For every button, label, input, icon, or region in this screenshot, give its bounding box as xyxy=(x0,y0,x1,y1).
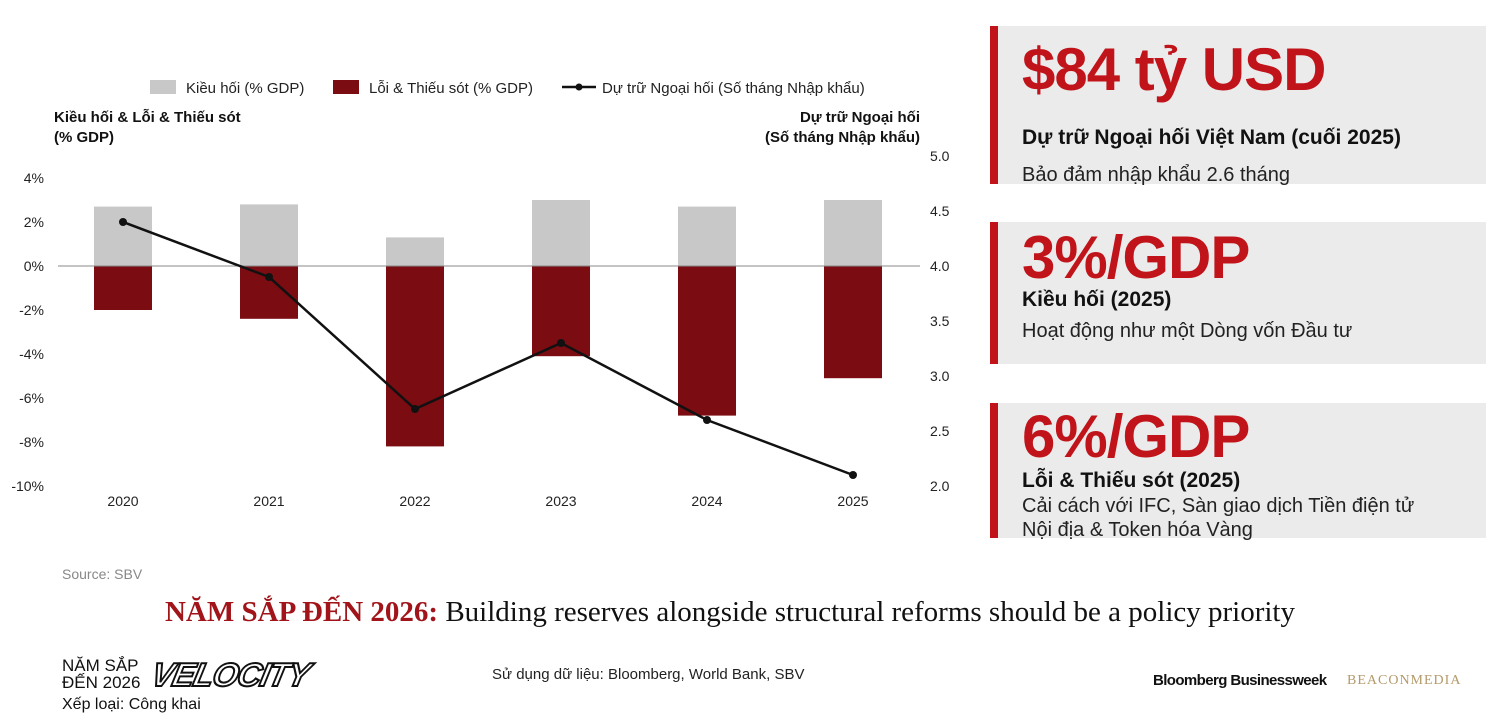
legend-swatch-remittance xyxy=(150,80,176,94)
left-axis-title-line2: (% GDP) xyxy=(54,129,114,146)
beaconmedia-logo: BEACONMEDIA xyxy=(1347,673,1462,688)
stat-desc-remittance: Hoạt động như một Dòng vốn Đầu tư xyxy=(1022,320,1353,342)
brand-line2: ĐẾN 2026 xyxy=(62,673,141,692)
data-credit: Sử dụng dữ liệu: Bloomberg, World Bank, … xyxy=(492,666,805,683)
plot-area: 4% 2% 0% -2% -4% -6% -8% -10% 5.0 4.5 4.0 3.5 3.0 2.5… xyxy=(11,148,949,509)
bar-remittance xyxy=(824,200,882,266)
bar-errors xyxy=(824,266,882,379)
bar-remittance xyxy=(678,206,736,266)
reserves-line xyxy=(122,220,854,477)
left-tick-label: -2% xyxy=(19,302,44,318)
headline: NĂM SẮP ĐẾN 2026: Building reserves alon… xyxy=(0,596,1460,629)
left-tick-label: -8% xyxy=(19,434,44,450)
bar-errors xyxy=(386,266,444,447)
legend-swatch-errors xyxy=(333,80,359,94)
stat-big-remittance: 3%/GDP xyxy=(1022,224,1250,291)
bloomberg-logo: Bloomberg Businessweek xyxy=(1153,672,1327,689)
velocity-logo: VELOCITY xyxy=(147,655,314,694)
stat-card-remittance: 3%/GDP Kiều hối (2025) Hoạt động như một… xyxy=(990,222,1486,364)
left-tick-label: 4% xyxy=(24,170,44,186)
stat-card-reserves: $84 tỷ USD Dự trữ Ngoại hối Việt Nam (cu… xyxy=(990,26,1486,186)
right-tick-label: 3.5 xyxy=(930,313,950,329)
left-tick-label: -4% xyxy=(19,346,44,362)
headline-text: Building reserves alongside structural r… xyxy=(438,596,1295,628)
brand-line1: NĂM SẮP xyxy=(62,656,139,675)
reserves-point xyxy=(119,218,127,226)
left-tick-label: 0% xyxy=(24,258,44,274)
reserves-point xyxy=(265,273,273,281)
headline-lead: NĂM SẮP ĐẾN 2026: xyxy=(164,596,439,628)
stat-desc-errors-line1: Cải cách với IFC, Sàn giao dịch Tiền điệ… xyxy=(1022,495,1415,517)
stat-title-errors: Lỗi & Thiếu sót (2025) xyxy=(1022,469,1241,492)
right-axis-title-line2: (Số tháng Nhập khẩu) xyxy=(765,129,920,146)
left-axis-title-line1: Kiều hối & Lỗi & Thiếu sót xyxy=(54,109,241,126)
x-tick-label: 2023 xyxy=(545,493,576,509)
right-axis-title-line1: Dự trữ Ngoại hối xyxy=(800,109,920,126)
right-tick-label: 2.5 xyxy=(930,423,950,439)
right-tick-label: 2.0 xyxy=(930,478,950,494)
right-tick-label: 3.0 xyxy=(930,368,950,384)
stat-desc-errors-line2: Nội địa & Token hóa Vàng xyxy=(1022,519,1253,541)
bar-remittance xyxy=(532,200,590,266)
stat-big-errors: 6%/GDP xyxy=(1022,403,1250,470)
chart-legend: Kiều hối (% GDP) Lỗi & Thiếu sót (% GDP)… xyxy=(150,80,865,97)
reserves-point xyxy=(703,416,711,424)
x-tick-label: 2024 xyxy=(691,493,722,509)
stat-title-reserves: Dự trữ Ngoại hối Việt Nam (cuối 2025) xyxy=(1022,126,1401,149)
x-tick-label: 2021 xyxy=(253,493,284,509)
legend-label-errors: Lỗi & Thiếu sót (% GDP) xyxy=(369,80,533,97)
stat-desc-reserves: Bảo đảm nhập khẩu 2.6 tháng xyxy=(1022,164,1290,186)
left-tick-label: -6% xyxy=(19,390,44,406)
x-tick-label: 2020 xyxy=(107,493,138,509)
legend-label-reserves: Dự trữ Ngoại hối (Số tháng Nhập khẩu) xyxy=(602,80,865,97)
legend-label-remittance: Kiều hối (% GDP) xyxy=(186,80,304,97)
chart: Kiều hối (% GDP) Lỗi & Thiếu sót (% GDP)… xyxy=(11,80,950,509)
right-tick-label: 5.0 xyxy=(930,148,950,164)
reserves-point xyxy=(411,405,419,413)
bar-remittance xyxy=(386,237,444,266)
left-tick-label: -10% xyxy=(11,478,44,494)
brand-mark: NĂM SẮP ĐẾN 2026 xyxy=(62,657,140,691)
bar-errors xyxy=(94,266,152,310)
left-tick-label: 2% xyxy=(24,214,44,230)
right-tick-label: 4.0 xyxy=(930,258,950,274)
reserves-point xyxy=(557,339,565,347)
stat-title-remittance: Kiều hối (2025) xyxy=(1022,288,1172,311)
right-tick-label: 4.5 xyxy=(930,203,950,219)
source-note: Source: SBV xyxy=(62,566,143,582)
bar-remittance xyxy=(94,206,152,266)
classification-label: Xếp loại: Công khai xyxy=(62,696,201,713)
x-tick-label: 2025 xyxy=(837,493,868,509)
stat-big-reserves: $84 tỷ USD xyxy=(1022,36,1326,103)
x-tick-label: 2022 xyxy=(399,493,430,509)
bar-remittance xyxy=(240,204,298,266)
bar-errors xyxy=(678,266,736,416)
stat-card-errors: 6%/GDP Lỗi & Thiếu sót (2025) Cải cách v… xyxy=(990,403,1486,541)
reserves-point xyxy=(849,471,857,479)
legend-marker-reserves xyxy=(575,83,583,91)
